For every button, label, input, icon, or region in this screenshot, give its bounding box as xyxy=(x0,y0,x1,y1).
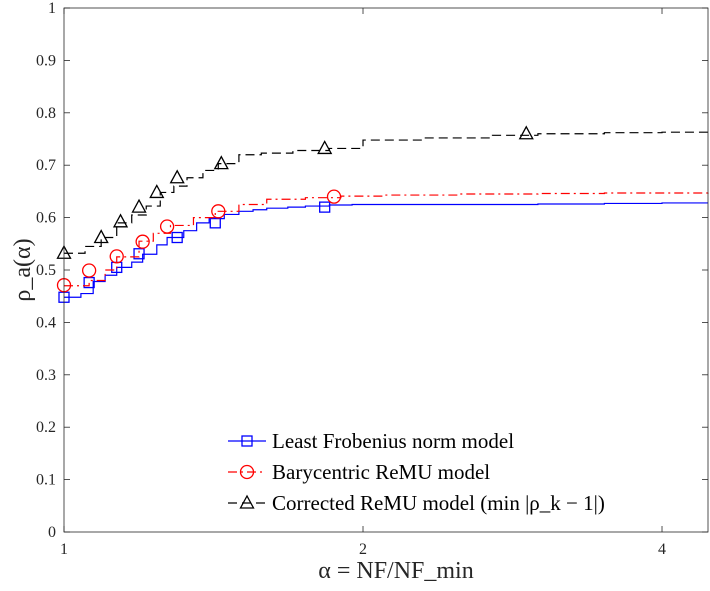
circle-marker xyxy=(109,249,124,264)
triangle-marker xyxy=(518,125,534,140)
legend-label: Barycentric ReMU model xyxy=(272,460,490,484)
legend: Least Frobenius norm model Barycentric Re… xyxy=(226,424,700,522)
legend-item: Barycentric ReMU model xyxy=(228,460,490,484)
legend-triangle-marker xyxy=(239,494,255,509)
series-line-2 xyxy=(64,192,709,287)
x-axis-label: α = NF/NF_min xyxy=(318,558,473,584)
triangle-marker xyxy=(317,140,333,155)
square-marker xyxy=(133,248,145,260)
axes-layer: 0 0.1 0.2 0.3 0.4 0.5 0.6 0.7 0.8 0.9 1 1 2 4 α = NF/N… xyxy=(10,0,709,584)
square-marker xyxy=(319,201,331,213)
legend-circle-marker xyxy=(239,464,255,480)
y-tick-label: 0.8 xyxy=(36,105,56,122)
series-line-3 xyxy=(64,131,708,254)
triangle-marker xyxy=(213,155,229,170)
legend-square-marker xyxy=(241,435,253,447)
triangle-marker xyxy=(93,229,109,244)
square-marker xyxy=(171,231,183,244)
series-2 xyxy=(56,189,709,293)
circle-marker xyxy=(81,263,97,278)
y-tick-label: 1 xyxy=(48,0,56,17)
y-tick-label: 0.2 xyxy=(36,419,56,436)
legend-label: Least Frobenius norm model xyxy=(272,429,514,453)
y-tick-label: 0.7 xyxy=(36,157,56,174)
legend-item: Corrected ReMU model (min |ρ_k − 1|) xyxy=(228,491,605,515)
y-tick-label: 0.1 xyxy=(36,472,56,489)
square-marker xyxy=(209,217,221,229)
y-tick-label: 0.4 xyxy=(36,314,56,331)
y-tick-label: 0.9 xyxy=(36,52,56,69)
triangle-marker xyxy=(149,184,165,199)
y-tick-label: 0.5 xyxy=(36,262,56,279)
x-tick-label: 2 xyxy=(359,541,367,558)
series-3 xyxy=(56,125,708,259)
circle-marker xyxy=(211,204,226,219)
y-axis-label: ρ_a(α) xyxy=(10,238,36,301)
y-tick-label: 0.3 xyxy=(36,367,56,384)
circle-marker xyxy=(159,219,175,234)
triangle-marker xyxy=(131,198,147,213)
y-tick-label: 0.6 xyxy=(36,210,56,227)
circle-marker xyxy=(135,234,150,249)
y-tick-label: 0 xyxy=(48,524,56,541)
triangle-marker xyxy=(112,213,129,228)
x-tick-label: 1 xyxy=(60,541,68,558)
triangle-marker xyxy=(169,169,185,184)
circle-marker xyxy=(326,189,342,204)
legend-label: Corrected ReMU model (min |ρ_k − 1|) xyxy=(272,491,605,515)
x-tick-label: 4 xyxy=(658,541,666,558)
series-line-1 xyxy=(64,202,708,298)
legend-item: Least Frobenius norm model xyxy=(228,429,514,453)
legend-box xyxy=(226,424,700,522)
